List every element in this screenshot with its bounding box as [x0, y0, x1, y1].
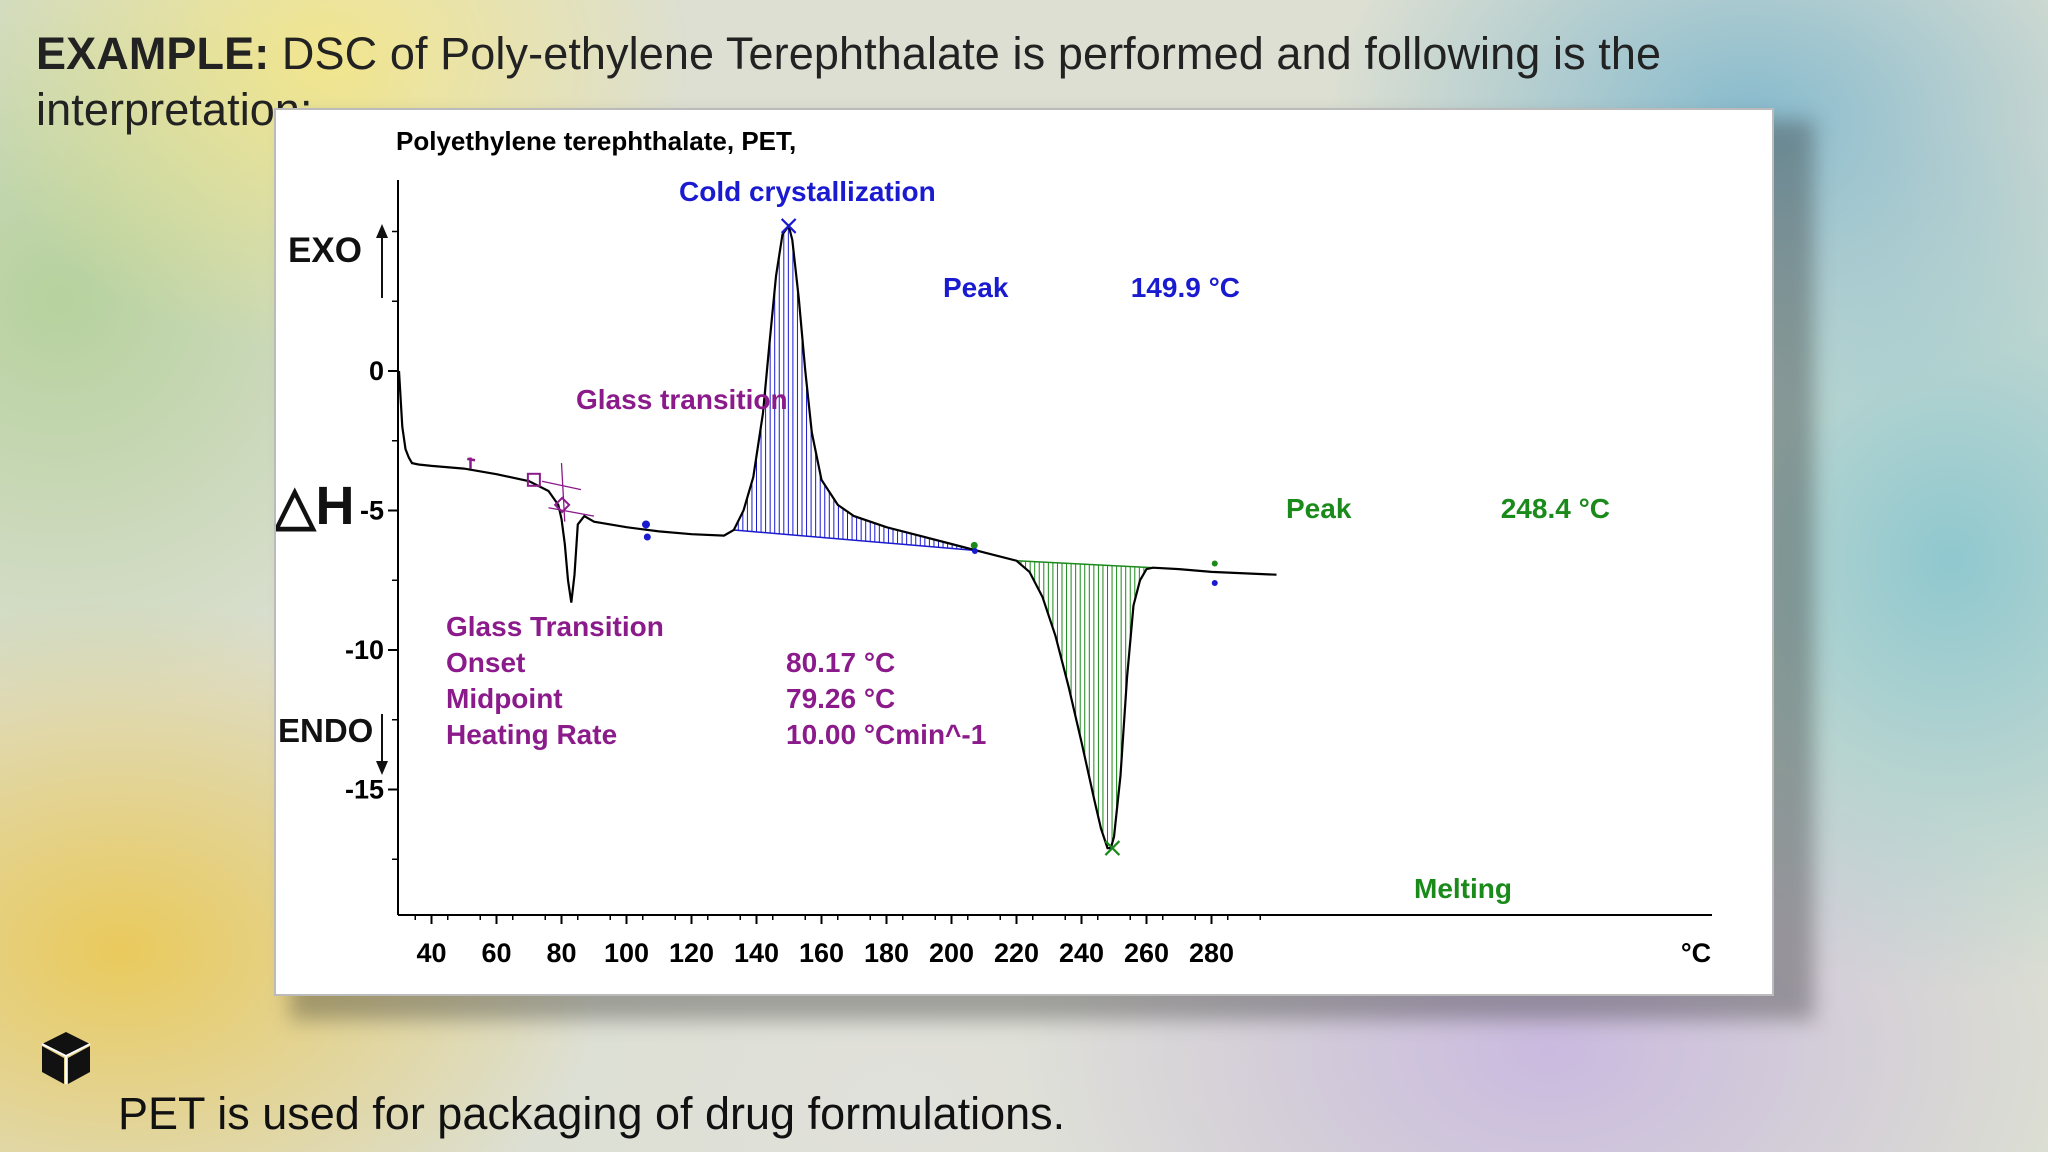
y-tick-label-1: -5 — [360, 496, 384, 526]
gt-onset-label: Onset — [446, 647, 525, 678]
y-tick-label-2: -10 — [345, 635, 384, 665]
y-tick-label-0: 0 — [369, 356, 384, 386]
x-tick-label-100: 100 — [604, 938, 649, 968]
x-tick-label-220: 220 — [994, 938, 1039, 968]
delta-h-label: △H — [276, 476, 355, 536]
gt-midpoint-label: Midpoint — [446, 683, 563, 714]
crystallization-peak-marker — [780, 218, 797, 234]
gt-onset-marker — [526, 472, 541, 487]
peak2-label: Peak — [1286, 493, 1352, 524]
gt-tangent-upper — [541, 480, 582, 491]
endo-arrow-head — [376, 761, 388, 775]
gt-rate-label: Heating Rate — [446, 719, 617, 750]
exo-arrow-head — [376, 224, 388, 238]
melting-baseline — [1016, 559, 1154, 569]
peak1-value: 149.9 °C — [1131, 272, 1240, 303]
gt-right-limit-marker — [642, 520, 650, 529]
melting-right-limit-marker — [1211, 560, 1218, 567]
peak2-value: 248.4 °C — [1501, 493, 1610, 524]
gt-tangent-steep — [560, 463, 566, 522]
x-tick-label-40: 40 — [416, 938, 446, 968]
x-tick-label-140: 140 — [734, 938, 779, 968]
title-bold: EXAMPLE: — [36, 28, 270, 79]
x-tick-label-280: 280 — [1189, 938, 1234, 968]
exo-label: EXO — [288, 231, 362, 270]
melting-left-limit-marker — [970, 541, 978, 549]
x-tick-label-120: 120 — [669, 938, 714, 968]
gt-midpoint-marker — [553, 496, 571, 514]
melting-label: Melting — [1414, 873, 1512, 904]
gt-left-limit-marker — [467, 457, 476, 469]
melting-peak-marker — [1104, 840, 1121, 856]
x-tick-label-80: 80 — [546, 938, 576, 968]
slide-caption: PET is used for packaging of drug formul… — [118, 1088, 1066, 1139]
endo-label: ENDO — [278, 712, 373, 749]
gt-tangent-lower — [548, 507, 595, 517]
dsc-chart: 40 60 80 100 120 140 160 180 200 220 240 260 280 °C 0 -… — [276, 126, 1712, 968]
x-tick-label-60: 60 — [481, 938, 511, 968]
crystallization-right-limit-marker — [971, 547, 978, 554]
x-tick-label-180: 180 — [864, 938, 909, 968]
crystallization-baseline — [733, 529, 978, 552]
x-tick-label-200: 200 — [929, 938, 974, 968]
gt-midpoint-value: 79.26 °C — [786, 683, 895, 714]
chart-title: Polyethylene terephthalate, PET, — [396, 126, 796, 156]
x-tick-label-160: 160 — [799, 938, 844, 968]
melting-right-limit-marker-2 — [1211, 580, 1218, 587]
gt-right-limit-marker-2 — [643, 533, 651, 541]
x-tick-label-260: 260 — [1124, 938, 1169, 968]
dsc-curve — [397, 223, 1277, 850]
cold-crystallization-label: Cold crystallization — [679, 176, 936, 207]
y-tick-label-3: -15 — [345, 775, 384, 805]
dsc-chart-panel: 40 60 80 100 120 140 160 180 200 220 240 260 280 °C 0 -… — [274, 108, 1774, 996]
gt-onset-value: 80.17 °C — [786, 647, 895, 678]
gt-rate-value: 10.00 °Cmin^-1 — [786, 719, 986, 750]
x-tick-label-240: 240 — [1059, 938, 1104, 968]
x-axis-unit: °C — [1681, 938, 1711, 968]
cube-icon — [41, 1032, 91, 1084]
peak1-label: Peak — [943, 272, 1009, 303]
slide-title: EXAMPLE: DSC of Poly-ethylene Terephthal… — [36, 26, 1916, 138]
glass-transition-label: Glass transition — [576, 384, 788, 415]
gt-heading: Glass Transition — [446, 611, 664, 642]
title-rest: DSC of Poly-ethylene Terephthalate is pe… — [36, 28, 1662, 135]
